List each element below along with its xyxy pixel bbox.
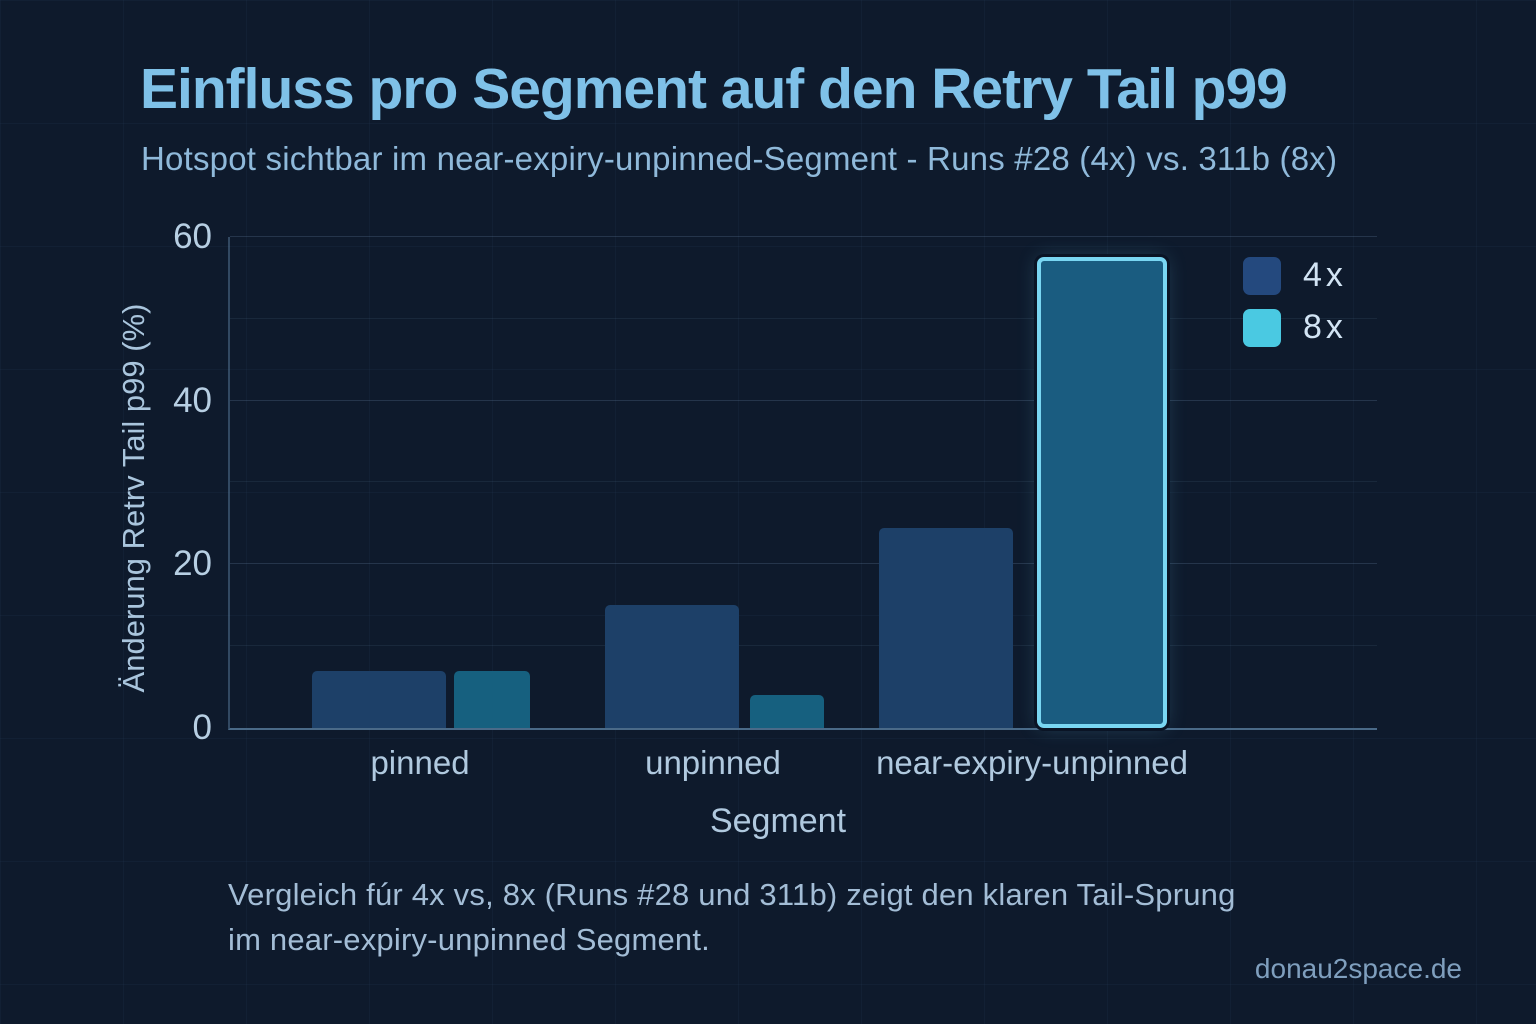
caption-line-2: im near-expiry-unpinned Segment. xyxy=(228,922,710,957)
x-category-unpinned: unpinned xyxy=(645,744,781,781)
gridline-30 xyxy=(230,481,1377,482)
caption: Vergleich fúr 4x vs, 8x (Runs #28 und 31… xyxy=(228,872,1236,962)
bar-8x-near-expiry-unpinned xyxy=(1037,257,1167,728)
legend-swatch-4x xyxy=(1243,256,1281,295)
gridline-50 xyxy=(230,318,1377,319)
chart-title: Einfluss pro Segment auf den Retry Tail … xyxy=(140,57,1288,121)
gridline-20 xyxy=(230,563,1377,564)
x-axis-category-labels: pinned unpinned near-expiry-unpinned xyxy=(228,744,1375,794)
x-category-near-expiry-unpinned: near-expiry-unpinned xyxy=(876,744,1188,781)
legend-row-8x: 8x xyxy=(1243,308,1347,347)
watermark-url: donau2space.de xyxy=(1254,953,1462,984)
x-category-pinned: pinned xyxy=(370,744,470,781)
y-tick-20: 20 xyxy=(173,544,212,583)
legend-row-4x: 4x xyxy=(1243,256,1347,295)
bar-4x-unpinned xyxy=(605,605,739,728)
legend: 4x 8x xyxy=(1243,256,1347,360)
x-axis-title: Segment xyxy=(709,802,847,840)
gridline-60 xyxy=(230,236,1377,237)
bar-4x-pinned xyxy=(312,671,446,728)
y-tick-0: 0 xyxy=(192,708,212,747)
bar-8x-unpinned xyxy=(750,695,824,728)
y-axis-ticks: 0 20 40 60 xyxy=(100,217,212,747)
bar-4x-near-expiry-unpinned xyxy=(879,528,1013,728)
y-tick-40: 40 xyxy=(173,381,212,420)
plot-area xyxy=(228,236,1377,730)
legend-label-8x: 8x xyxy=(1303,308,1347,346)
legend-swatch-8x xyxy=(1243,308,1281,347)
chart-subtitle: Hotspot sichtbar im near-expiry-unpinned… xyxy=(141,140,1338,177)
y-tick-60: 60 xyxy=(173,217,212,256)
legend-label-4x: 4x xyxy=(1303,256,1347,294)
gridline-10 xyxy=(230,645,1377,646)
gridline-40 xyxy=(230,400,1377,401)
bar-8x-pinned xyxy=(454,671,530,728)
caption-line-1: Vergleich fúr 4x vs, 8x (Runs #28 und 31… xyxy=(228,877,1236,912)
